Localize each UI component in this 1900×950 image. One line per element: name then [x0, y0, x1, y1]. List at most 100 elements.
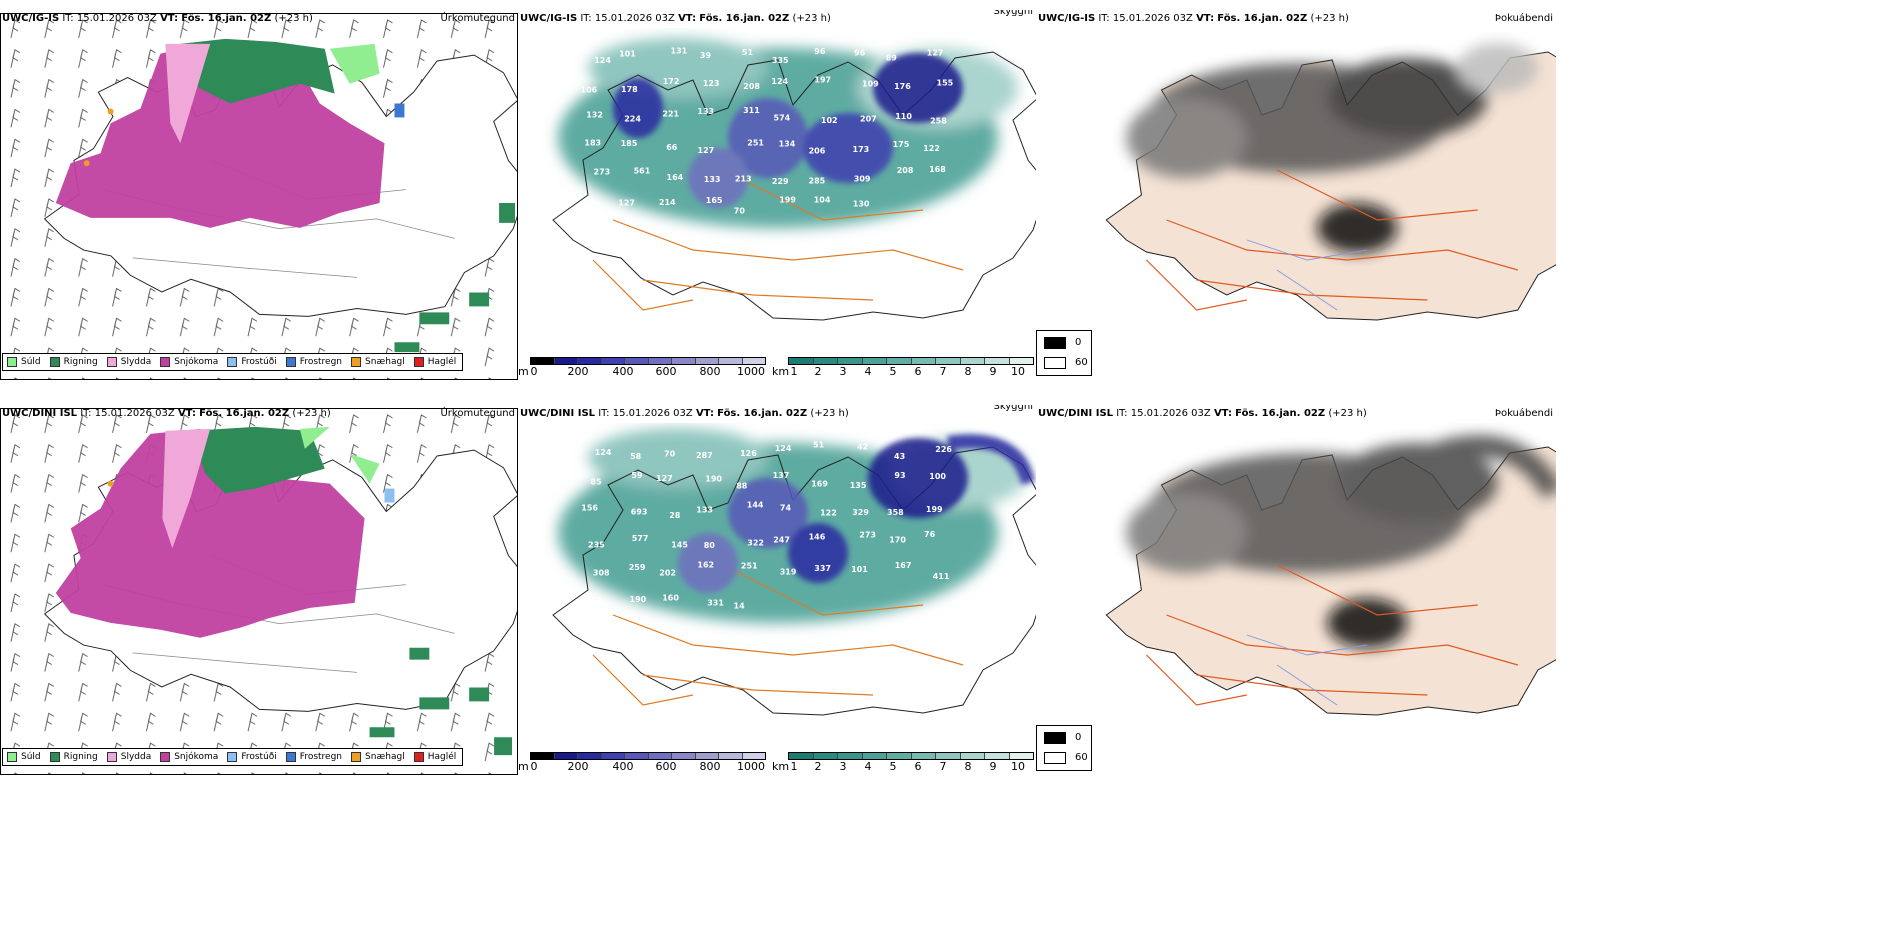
- visibility-value-label: 197: [814, 76, 831, 85]
- visibility-value-label: 156: [581, 504, 598, 513]
- legend-swatch: [106, 357, 117, 367]
- visibility-value-label: 14: [734, 602, 746, 611]
- model-name: UWC/DINI ISL: [2, 408, 78, 419]
- visibility-value-label: 127: [927, 49, 944, 58]
- visibility-value-label: 74: [780, 503, 792, 512]
- legend-item: Súld: [7, 752, 41, 762]
- legend-item: Snjókoma: [160, 752, 218, 762]
- legend-item: Frostregn: [285, 752, 342, 762]
- visibility-value-label: 308: [593, 569, 610, 578]
- visibility-value-label: 162: [697, 560, 714, 569]
- legend-label: Snjókoma: [174, 357, 219, 367]
- visibility-value-label: 224: [624, 115, 641, 124]
- visibility-colorbar: km 1 2 3 4 5 6 7 8 9 10: [772, 752, 1034, 774]
- visibility-value-label: 214: [659, 198, 676, 207]
- colorbar-tick: 600: [655, 760, 677, 773]
- colorbar-tick: 200: [567, 365, 589, 378]
- legend-swatch: [160, 752, 171, 762]
- lead-time: (+23 h): [274, 13, 313, 24]
- visibility-value-label: 168: [929, 165, 946, 174]
- vt-value: Fös. 16.jan. 02Z: [199, 408, 290, 419]
- fog-key-label: 60: [1075, 752, 1088, 763]
- visibility-value-label: 76: [924, 530, 936, 539]
- legend-label: Rigning: [63, 357, 98, 367]
- colorbar-tick: 800: [699, 760, 721, 773]
- legend-swatch: [7, 357, 17, 367]
- colorbar-tick: 7: [939, 365, 947, 378]
- legend-label: Slydda: [120, 357, 152, 367]
- legend-item: Snæhagl: [351, 357, 405, 367]
- precip-type-map: [0, 408, 518, 775]
- vt-label: VT:: [1196, 13, 1215, 24]
- colorbar-tick: 7: [939, 760, 947, 773]
- legend-swatch: [285, 752, 296, 762]
- visibility-value-label: 190: [630, 595, 647, 604]
- cloudbase-colorbar: m 0 200 400 600 800 1000: [518, 357, 780, 379]
- lead-time: (+23 h): [1328, 408, 1367, 419]
- visibility-value-label: 251: [747, 139, 764, 148]
- vt-label: VT:: [1213, 408, 1232, 419]
- visibility-value-label: 51: [742, 48, 754, 57]
- visibility-map: 124 101 131 39 51 335 96 96 89 127 106 178 172 123 208…: [518, 28, 1036, 360]
- legend-swatch: [7, 752, 17, 762]
- legend-item: Rigning: [49, 357, 98, 367]
- colorbar-step: [695, 753, 719, 759]
- fog-key-swatch: [1044, 337, 1066, 349]
- visibility-svg: 124 58 70 287 126 124 51 42 43 226 85 59 127 190 88 137…: [552, 428, 1036, 716]
- colorbar-tick: 8: [964, 365, 972, 378]
- colorbar-step: [531, 753, 555, 759]
- precip-type-panel-row1: UWC/IG-IS IT: 15.01.2026 03Z VT: Fös. 16…: [0, 10, 518, 380]
- fog-key-label: 0: [1075, 732, 1082, 743]
- legend-swatch: [227, 357, 238, 367]
- legend-swatch: [49, 357, 60, 367]
- visibility-value-label: 113: [585, 596, 602, 605]
- colorbar-step: [887, 753, 912, 759]
- visibility-value-label: 165: [706, 196, 723, 205]
- vt-value: Fös. 16.jan. 02Z: [699, 13, 790, 24]
- vt-value: Fös. 16.jan. 02Z: [717, 408, 808, 419]
- colorbar-step: [719, 753, 743, 759]
- precip-type-legend: Súld Rigning Slydda Snjókoma Frostúði Fr…: [2, 748, 464, 766]
- legend-label: Snæhagl: [365, 357, 405, 367]
- colorbar-step: [960, 358, 985, 364]
- visibility-value-label: 135: [850, 481, 867, 490]
- vt-label: VT:: [160, 13, 179, 24]
- colorbar-step: [648, 753, 672, 759]
- visibility-value-label: 178: [621, 85, 638, 94]
- visibility-value-label: 132: [586, 110, 603, 119]
- visibility-value-label: 199: [779, 195, 796, 204]
- vt-value: Fös. 16.jan. 02Z: [1235, 408, 1326, 419]
- visibility-panel-row2: UWC/DINI ISL IT: 15.01.2026 03Z VT: Fös.…: [518, 405, 1036, 775]
- lead-time: (+23 h): [292, 408, 331, 419]
- colorbar-swatches: [788, 357, 1034, 365]
- visibility-value-label: 226: [935, 445, 952, 454]
- panel-title: Skyggni: [993, 405, 1033, 412]
- colorbar-step: [911, 358, 936, 364]
- legend-item: Snjókoma: [160, 357, 218, 367]
- colorbar-tick: 5: [889, 760, 897, 773]
- visibility-value-label: 206: [809, 146, 826, 155]
- vt-label: VT:: [695, 408, 714, 419]
- colorbar-step: [985, 358, 1010, 364]
- visibility-value-label: 273: [859, 531, 876, 540]
- visibility-value-label: 207: [860, 115, 877, 124]
- it-value: 15.01.2026 03Z: [76, 13, 157, 24]
- visibility-value-label: 358: [887, 508, 904, 517]
- visibility-value-label: 42: [857, 442, 868, 451]
- visibility-value-label: 176: [894, 82, 911, 91]
- visibility-svg: 124 101 131 39 51 335 96 96 89 127 106 178 172 123 208…: [552, 38, 1036, 321]
- it-value: 15.01.2026 03Z: [612, 408, 693, 419]
- colorbar-tick: 4: [864, 365, 872, 378]
- model-name: UWC/IG-IS: [2, 13, 60, 24]
- colorbar-step: [862, 358, 887, 364]
- it-value: 15.01.2026 03Z: [594, 13, 675, 24]
- visibility-value-label: 93: [894, 471, 905, 480]
- colorbar-tick: 400: [612, 365, 634, 378]
- lead-time: (+23 h): [1310, 13, 1349, 24]
- colorbar-step: [960, 753, 985, 759]
- visibility-value-label: 172: [663, 77, 680, 86]
- colorbar-tick: 200: [567, 760, 589, 773]
- legend-label: Rigning: [63, 752, 98, 762]
- visibility-value-label: 131: [671, 47, 688, 56]
- visibility-value-label: 285: [809, 177, 826, 186]
